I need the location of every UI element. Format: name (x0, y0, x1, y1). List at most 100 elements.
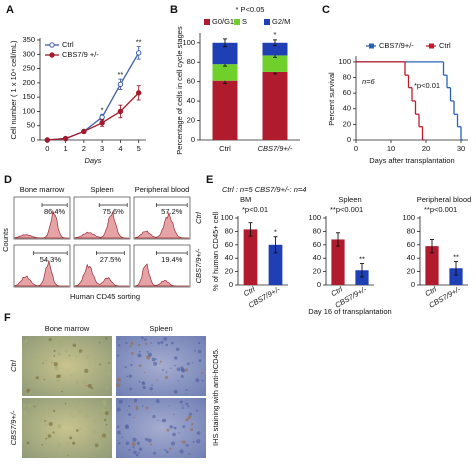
cell-texture (201, 379, 204, 382)
cell-texture (101, 453, 103, 455)
series-line (47, 92, 140, 141)
column-title: Bone marrow (45, 324, 90, 333)
cell-texture (160, 340, 164, 344)
gate-percentage: 57.2% (161, 207, 183, 216)
cell-texture (53, 349, 56, 352)
cell-texture (159, 360, 162, 363)
y-tick-label: 20 (187, 116, 195, 125)
cell-texture (50, 361, 54, 364)
cell-texture (67, 441, 70, 444)
cell-texture (138, 447, 143, 452)
y-tick-label: 40 (313, 253, 321, 262)
cell-texture (128, 413, 132, 417)
bar (268, 244, 283, 285)
point (44, 137, 51, 143)
cell-texture (191, 361, 194, 364)
cell-texture (132, 437, 137, 442)
x-axis-label: Days after transplantation (369, 156, 454, 165)
cell-texture (128, 449, 131, 451)
cell-texture (157, 341, 161, 345)
cell-texture (125, 424, 129, 429)
bar (331, 239, 345, 285)
row-label: CBS7/9+/- (194, 248, 203, 283)
cell-texture (47, 356, 49, 359)
y-tick-label: 100 (22, 106, 35, 115)
cell-texture (182, 440, 186, 444)
cell-texture (155, 399, 160, 404)
y-tick-label: 350 (22, 35, 35, 44)
cell-texture (125, 341, 128, 345)
cell-texture (74, 399, 78, 404)
cell-texture (97, 418, 101, 422)
cell-texture (180, 440, 183, 443)
cell-texture (117, 377, 122, 382)
x-tick-label: 0 (354, 144, 358, 153)
cell-texture (132, 439, 134, 441)
cell-texture (94, 443, 99, 448)
cell-texture (42, 359, 44, 361)
legend-swatch (264, 19, 270, 25)
y-tick-label: 60 (187, 77, 195, 86)
cell-texture (126, 375, 128, 378)
cell-texture (163, 337, 168, 341)
cell-texture (201, 371, 204, 374)
cell-texture (56, 374, 60, 379)
y-tick-label: 60 (225, 240, 233, 249)
cell-texture (131, 442, 136, 447)
cell-texture (184, 392, 187, 395)
y-tick-label: 40 (187, 96, 195, 105)
cell-texture (30, 445, 32, 447)
cell-texture (22, 409, 26, 413)
cell-texture (91, 387, 94, 390)
cell-texture (78, 409, 83, 413)
y-tick-label: 0 (317, 280, 321, 289)
panel-letter: C (322, 4, 330, 16)
cell-texture (86, 448, 91, 453)
cell-texture (24, 354, 28, 358)
cell-texture (42, 362, 44, 364)
cell-texture (130, 363, 133, 367)
cell-texture (94, 361, 98, 365)
cell-texture (75, 355, 78, 358)
cell-texture (117, 430, 121, 435)
y-tick-label: 60 (313, 240, 321, 249)
cell-texture (187, 415, 192, 420)
cell-texture (157, 419, 159, 422)
chart-title: BM (240, 195, 251, 204)
cell-texture (38, 445, 41, 449)
cell-texture (185, 443, 189, 447)
legend-marker (49, 42, 55, 48)
y-tick-label: 250 (22, 64, 35, 73)
cell-texture (187, 405, 190, 408)
cell-texture (128, 405, 131, 408)
panel-footer: Day 16 of transplantation (308, 307, 391, 316)
x-tick-label: CBS7/9+/- (258, 144, 293, 153)
cell-texture (38, 356, 41, 359)
cell-texture (38, 406, 40, 408)
cell-texture (35, 405, 40, 410)
column-title: Bone marrow (20, 185, 65, 194)
cell-texture (142, 385, 146, 390)
cell-texture (52, 409, 56, 413)
cell-texture (67, 454, 69, 456)
x-tick-label: 0 (45, 144, 49, 153)
cell-texture (143, 371, 146, 374)
point (135, 50, 142, 56)
cell-texture (117, 354, 120, 357)
cell-texture (196, 439, 201, 444)
cell-texture (22, 403, 27, 407)
cell-texture (87, 404, 91, 407)
y-tick-label: 100 (402, 213, 415, 222)
cell-texture (68, 354, 71, 357)
y-tick-label: 150 (22, 92, 35, 101)
cell-texture (147, 352, 152, 357)
cell-texture (163, 448, 166, 451)
y-tick-label: 100 (220, 213, 233, 222)
cell-texture (87, 383, 93, 389)
cell-texture (121, 436, 123, 439)
cell-texture (84, 450, 88, 453)
cell-texture (135, 453, 139, 457)
bar-segment (262, 71, 288, 140)
panel-letter: D (4, 174, 12, 186)
cell-texture (203, 338, 205, 340)
